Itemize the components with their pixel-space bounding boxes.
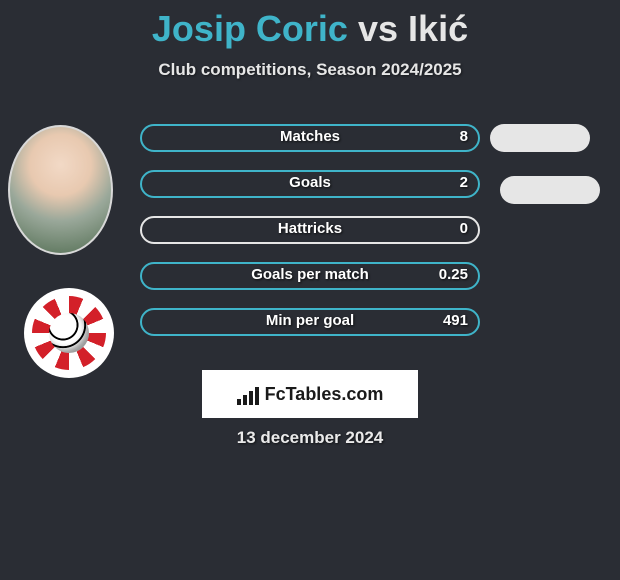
stat-label: Goals per match xyxy=(142,266,478,283)
bar-chart-icon xyxy=(237,383,259,405)
logo-text: FcTables.com xyxy=(265,384,384,405)
comparison-pill xyxy=(500,176,600,204)
stat-label: Goals xyxy=(142,174,478,191)
fctables-logo: FcTables.com xyxy=(202,370,418,418)
club-badge xyxy=(24,288,114,378)
comparison-title: Josip Coric vs Ikić xyxy=(0,0,620,50)
stat-bar: Min per goal491 xyxy=(140,308,480,336)
stat-value: 0.25 xyxy=(439,266,468,283)
stat-bar: Matches8 xyxy=(140,124,480,152)
stat-label: Matches xyxy=(142,128,478,145)
player2-name: Ikić xyxy=(408,8,468,49)
player1-name: Josip Coric xyxy=(152,8,348,49)
club-badge-pattern xyxy=(32,296,106,370)
comparison-pill xyxy=(490,124,590,152)
stat-bar: Hattricks0 xyxy=(140,216,480,244)
stat-value: 0 xyxy=(460,220,468,237)
stat-bar: Goals per match0.25 xyxy=(140,262,480,290)
player-avatar xyxy=(8,125,113,255)
soccer-ball-icon xyxy=(49,313,89,353)
stat-bar: Goals2 xyxy=(140,170,480,198)
stat-value: 2 xyxy=(460,174,468,191)
stat-label: Hattricks xyxy=(142,220,478,237)
stat-value: 8 xyxy=(460,128,468,145)
subtitle: Club competitions, Season 2024/2025 xyxy=(0,60,620,80)
vs-text: vs xyxy=(358,8,398,49)
stats-bars: Matches8Goals2Hattricks0Goals per match0… xyxy=(140,124,480,354)
stat-label: Min per goal xyxy=(142,312,478,329)
stat-value: 491 xyxy=(443,312,468,329)
date-text: 13 december 2024 xyxy=(0,428,620,448)
